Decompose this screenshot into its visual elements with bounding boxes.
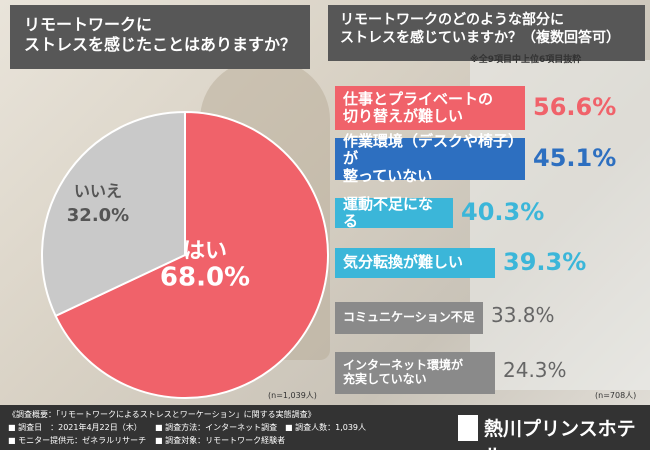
footer-item: ■ 調査人数：1,039人 [285, 423, 367, 432]
category-label: 気分転換が難しい [335, 248, 495, 278]
category-label: 作業環境（デスクや椅子）が 整っていない [335, 133, 525, 184]
slice-value: 68.0% [160, 263, 250, 293]
category-label: インターネット環境が 充実していない [335, 352, 495, 394]
pie-slice [41, 110, 186, 318]
logo-mark [458, 415, 478, 441]
footer: 《調査概要：「リモートワークによるストレスとワーケーション」に関する実態調査》 … [0, 405, 650, 450]
pie-slice [54, 110, 329, 399]
value-label: 24.3% [503, 358, 567, 382]
logo: 熱川プリンスホテル [484, 418, 636, 450]
ranking-subtitle: ※全9項目中上位6項目抜粋 [470, 55, 582, 65]
sample-size: (n=1,039人) [268, 391, 317, 400]
category-label: 運動不足になる [335, 195, 453, 230]
value-label: 33.8% [491, 303, 555, 327]
ranking-title: リモートワークのどのような部分に ストレスを感じていますか？（複数回答可） [328, 5, 645, 61]
footer-item: ■ 調査対象：リモートワーク経験者 [155, 436, 286, 445]
slice-label: いいえ [74, 182, 122, 201]
footer-item: ■ 調査日 ：2021年4月22日（木） [8, 423, 142, 432]
pie-title: リモートワークに ストレスを感じたことはありますか？ [10, 5, 310, 69]
category-label: 仕事とプライベートの 切り替えが難しい [335, 86, 525, 130]
slice-value: 32.0% [67, 205, 129, 226]
value-label: 40.3% [461, 198, 545, 226]
value-label: 45.1% [533, 144, 617, 172]
category-label: コミュニケーション不足 [335, 302, 483, 334]
value-label: 39.3% [503, 248, 587, 276]
value-label: 56.6% [533, 93, 617, 121]
footer-heading: 《調査概要：「リモートワークによるストレスとワーケーション」に関する実態調査》 [8, 410, 316, 419]
footer-item: ■ 調査方法：インターネット調査 [155, 423, 278, 432]
sample-size: (n=708人) [595, 391, 637, 400]
footer-item: ■ モニター提供元：ゼネラルリサーチ [8, 436, 147, 445]
slice-label: はい [183, 239, 227, 264]
